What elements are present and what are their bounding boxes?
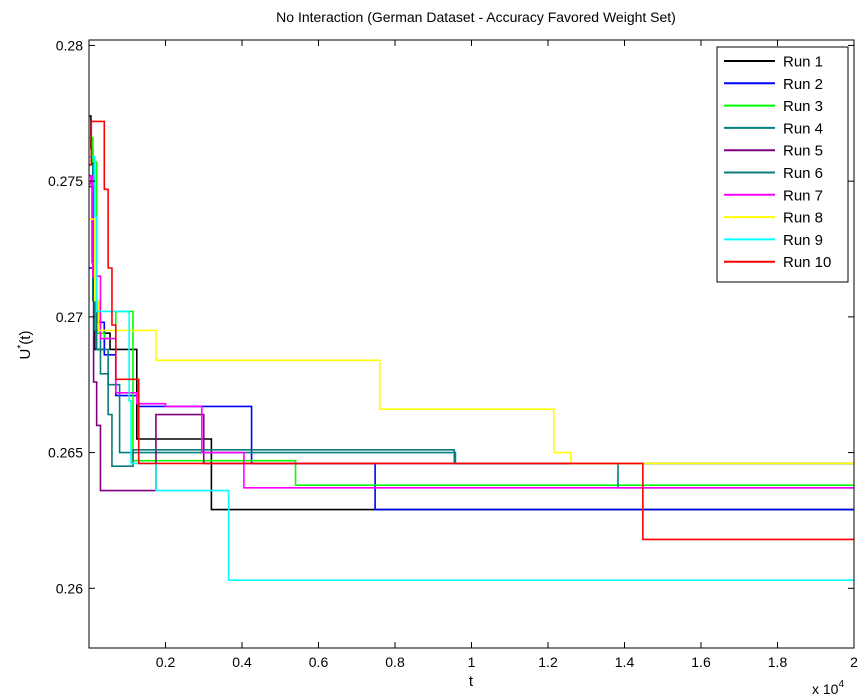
series-line-run-8 [89,218,854,465]
y-tick-label: 0.26 [56,580,83,596]
series-line-run-7 [89,174,854,489]
x-axis-exponent: x 104 [812,679,844,697]
x-tick-label: 1.4 [615,654,635,670]
legend-label: Run 1 [783,54,823,71]
legend-label: Run 9 [783,232,823,249]
series-line-run-9 [89,155,854,581]
x-axis-exponent-base: x 10 [812,681,839,697]
x-axis-label: t [469,673,474,690]
legend-label: Run 7 [783,187,823,204]
y-tick-label: 0.27 [56,309,83,325]
y-axis-label-suffix: (t) [17,331,34,345]
legend: Run 1 Run 2 Run 3 Run 4 Run 5 Run 6 Run 7 Run 8… [716,46,849,283]
legend-label: Run 2 [783,76,823,93]
series-line-run-5 [89,185,854,492]
x-tick-label: 0.6 [309,654,329,670]
x-tick-label: 1.6 [691,654,711,670]
chart-title: No Interaction (German Dataset - Accurac… [276,9,676,25]
x-tick-label: 0.2 [156,654,176,670]
series-layer [89,115,854,581]
x-tick-label: 2 [850,654,858,670]
y-tick-label: 0.265 [48,445,83,461]
x-tick-label: 1 [468,654,476,670]
y-axis-ticks: 0.26 0.265 0.27 0.275 0.28 [48,37,854,596]
series-line-run-10 [89,120,854,541]
x-tick-label: 0.8 [385,654,405,670]
y-axis-label-superscript: * [16,345,27,349]
legend-label: Run 4 [783,120,823,137]
x-tick-label: 0.4 [232,654,252,670]
legend-box [716,46,849,283]
y-axis-label: U*(t) [16,331,34,360]
x-tick-label: 1.2 [538,654,558,670]
y-axis-label-main: U [17,349,34,360]
x-tick-label: 1.8 [768,654,788,670]
legend-label: Run 8 [783,210,823,227]
y-tick-label: 0.275 [48,173,83,189]
x-axis-exponent-power: 4 [838,679,844,690]
legend-label: Run 5 [783,143,823,160]
x-axis-ticks: 0.2 0.4 0.6 0.8 1 1.2 1.4 1.6 1.8 2 [156,40,858,670]
legend-label: Run 3 [783,98,823,115]
legend-label: Run 10 [783,254,831,271]
y-tick-label: 0.28 [56,37,83,53]
legend-label: Run 6 [783,165,823,182]
